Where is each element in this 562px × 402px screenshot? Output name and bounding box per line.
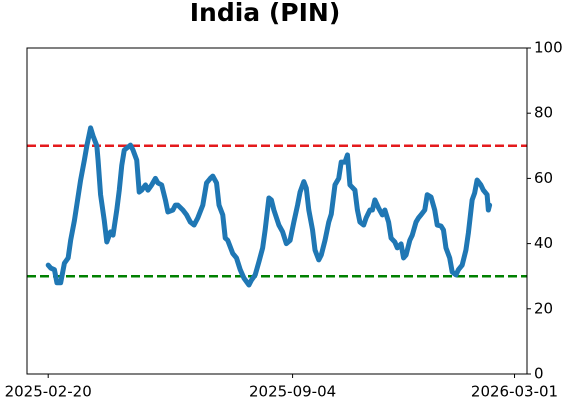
y-tick-label: 60 <box>534 169 553 187</box>
plot-frame <box>26 47 528 375</box>
x-tick-label: 2026-03-01 <box>471 383 558 401</box>
y-tick-label: 0 <box>534 365 544 383</box>
chart-title: India (PIN) <box>190 0 341 27</box>
y-tick-label: 100 <box>534 39 562 57</box>
y-tick-label: 20 <box>534 299 553 317</box>
x-tick-label: 2025-02-20 <box>5 383 92 401</box>
x-tick-label: 2025-09-04 <box>249 383 336 401</box>
y-tick-label: 40 <box>534 234 553 252</box>
data-line <box>45 125 493 288</box>
y-tick-label: 80 <box>534 104 553 122</box>
